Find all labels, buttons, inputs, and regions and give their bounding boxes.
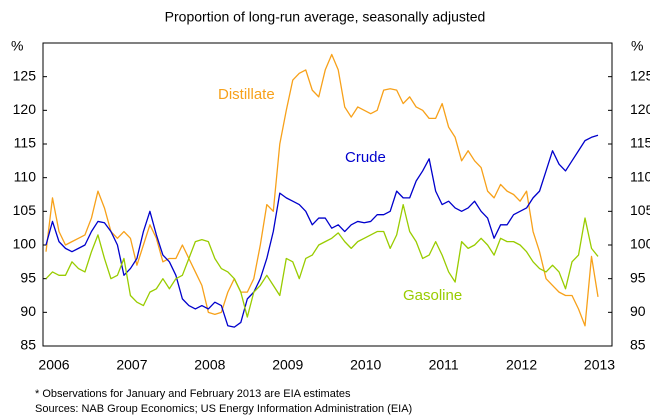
y-axis-label: %	[11, 38, 23, 54]
y-tick-label: 100	[13, 236, 37, 252]
y2-tick-label: 85	[630, 337, 646, 353]
y-tick-label: 90	[20, 303, 36, 319]
x-tick-label: 2011	[429, 357, 459, 373]
y2-tick-label: 105	[630, 202, 650, 218]
y2-tick-label: 125	[630, 67, 650, 83]
chart-title: Proportion of long-run average, seasonal…	[165, 9, 486, 25]
x-tick-label: 2007	[116, 357, 147, 373]
y2-tick-label: 100	[630, 236, 650, 252]
footnote: * Observations for January and February …	[35, 388, 351, 400]
series-line	[45, 134, 599, 328]
y-tick-label: 85	[20, 337, 36, 353]
x-tick-label: 2008	[194, 357, 225, 373]
series-label: Distillate	[218, 86, 275, 103]
y2-axis-label: %	[631, 38, 643, 54]
x-tick-label: 2012	[506, 357, 537, 373]
x-tick-label: 2009	[272, 357, 303, 373]
x-tick-label: 2006	[38, 357, 69, 373]
y2-tick-label: 95	[630, 269, 646, 285]
x-tick-label: 2013	[584, 357, 615, 373]
series-label: Gasoline	[403, 287, 462, 304]
plot-frame	[42, 42, 613, 347]
y2-tick-label: 110	[630, 168, 650, 184]
y-tick-label: 105	[13, 202, 37, 218]
y-tick-label: 120	[13, 101, 37, 117]
footnote: Sources: NAB Group Economics; US Energy …	[35, 403, 412, 415]
y-tick-label: 125	[13, 67, 37, 83]
y-tick-label: 115	[14, 135, 37, 151]
y-tick-label: 110	[14, 168, 37, 184]
series-line	[45, 203, 599, 318]
y2-tick-label: 120	[630, 101, 650, 117]
x-tick-label: 2010	[350, 357, 381, 373]
y2-tick-label: 90	[630, 303, 646, 319]
series-label: Crude	[345, 149, 386, 166]
y2-tick-label: 115	[630, 135, 650, 151]
series-line	[45, 53, 599, 327]
y-tick-label: 95	[20, 269, 36, 285]
